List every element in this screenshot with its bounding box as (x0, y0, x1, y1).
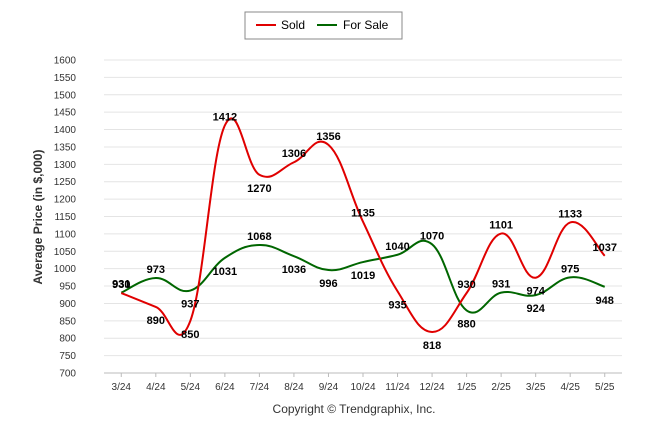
for-sale-data-label: 924 (526, 303, 545, 315)
x-tick-label: 2/25 (491, 382, 511, 393)
y-axis-ticks: 700 750 800 850 900 950 1000 1050 1100 1150 1200 12… (54, 56, 77, 380)
sold-data-label: 1270 (247, 183, 271, 195)
x-tick-label: 1/25 (457, 382, 477, 393)
for-sale-data-label: 948 (596, 295, 614, 307)
y-tick-label: 1100 (54, 229, 76, 240)
for-sale-data-label: 931 (112, 279, 130, 291)
for-sale-data-label: 931 (492, 279, 510, 291)
x-tick-label: 8/24 (284, 382, 304, 393)
for-sale-data-label: 973 (147, 264, 165, 276)
y-axis-label: Average Price (in $,000) (31, 150, 45, 285)
y-tick-label: 1500 (54, 90, 77, 101)
for-sale-data-label: 880 (457, 318, 475, 330)
sold-data-label: 935 (388, 299, 406, 311)
sold-data-label: 818 (423, 340, 441, 352)
x-tick-label: 3/25 (526, 382, 546, 393)
y-tick-label: 1600 (54, 56, 77, 67)
sold-data-label: 1412 (213, 111, 237, 123)
sold-data-label: 1101 (489, 220, 513, 232)
x-axis-ticks: 3/24 4/24 5/24 6/24 7/24 8/24 9/24 10/24 11/24 12… (112, 373, 615, 393)
for-sale-data-label: 996 (319, 278, 337, 290)
sold-line (120, 117, 606, 336)
y-tick-label: 750 (59, 351, 76, 362)
y-tick-label: 900 (59, 299, 76, 310)
y-tick-label: 1350 (54, 142, 77, 153)
y-tick-label: 1400 (54, 125, 77, 136)
sold-data-label: 1133 (558, 208, 582, 220)
x-tick-label: 5/24 (181, 382, 201, 393)
y-tick-label: 1000 (54, 264, 77, 275)
x-tick-label: 4/25 (560, 382, 580, 393)
y-tick-label: 1150 (54, 212, 76, 223)
y-tick-label: 1250 (54, 177, 77, 188)
y-tick-label: 850 (59, 316, 76, 327)
sold-data-label: 850 (181, 329, 199, 341)
y-tick-label: 1300 (54, 160, 77, 171)
sold-data-label: 930 (112, 279, 130, 291)
x-tick-label: 6/24 (215, 382, 235, 393)
sold-data-label: 890 (147, 315, 165, 327)
y-tick-label: 1450 (54, 108, 77, 119)
for-sale-data-label: 1068 (247, 231, 271, 243)
for-sale-data-label: 1019 (351, 270, 375, 282)
series-lines (120, 117, 606, 336)
x-tick-label: 10/24 (350, 382, 375, 393)
for-sale-data-label: 1036 (282, 264, 306, 276)
x-tick-label: 4/24 (146, 382, 166, 393)
y-tick-label: 1050 (54, 247, 77, 258)
sold-data-label: 1037 (592, 242, 616, 254)
sold-data-label: 974 (526, 286, 545, 298)
x-tick-label: 12/24 (420, 382, 445, 393)
legend: Sold For Sale (244, 11, 403, 40)
sold-data-label: 1306 (282, 148, 306, 160)
for-sale-data-label: 1070 (420, 230, 444, 242)
legend-forsale-label: For Sale (343, 18, 389, 32)
y-tick-label: 1200 (54, 195, 77, 206)
for-sale-data-label: 937 (181, 299, 199, 311)
sold-data-label: 1356 (316, 131, 340, 143)
x-tick-label: 7/24 (250, 382, 270, 393)
x-tick-label: 5/25 (595, 382, 615, 393)
legend-sold-label: Sold (281, 18, 305, 32)
y-tick-label: 1550 (54, 73, 77, 84)
for-sale-data-label: 975 (561, 263, 579, 275)
data-labels: 930 890 850 1412 1270 1306 1356 1135 935 818 930 11… (112, 111, 617, 352)
for-sale-data-label: 1031 (213, 266, 237, 278)
y-tick-label: 700 (59, 369, 76, 380)
for-sale-line (120, 239, 606, 314)
x-tick-label: 3/24 (112, 382, 132, 393)
gridlines (104, 59, 622, 374)
x-tick-label: 11/24 (385, 382, 410, 393)
for-sale-data-label: 1040 (385, 241, 409, 253)
sold-data-label: 930 (457, 279, 475, 291)
y-tick-label: 800 (59, 334, 76, 345)
copyright-caption: Copyright © Trendgraphix, Inc. (273, 402, 436, 416)
sold-data-label: 1135 (351, 208, 375, 220)
y-tick-label: 950 (59, 282, 76, 293)
x-tick-label: 9/24 (319, 382, 339, 393)
